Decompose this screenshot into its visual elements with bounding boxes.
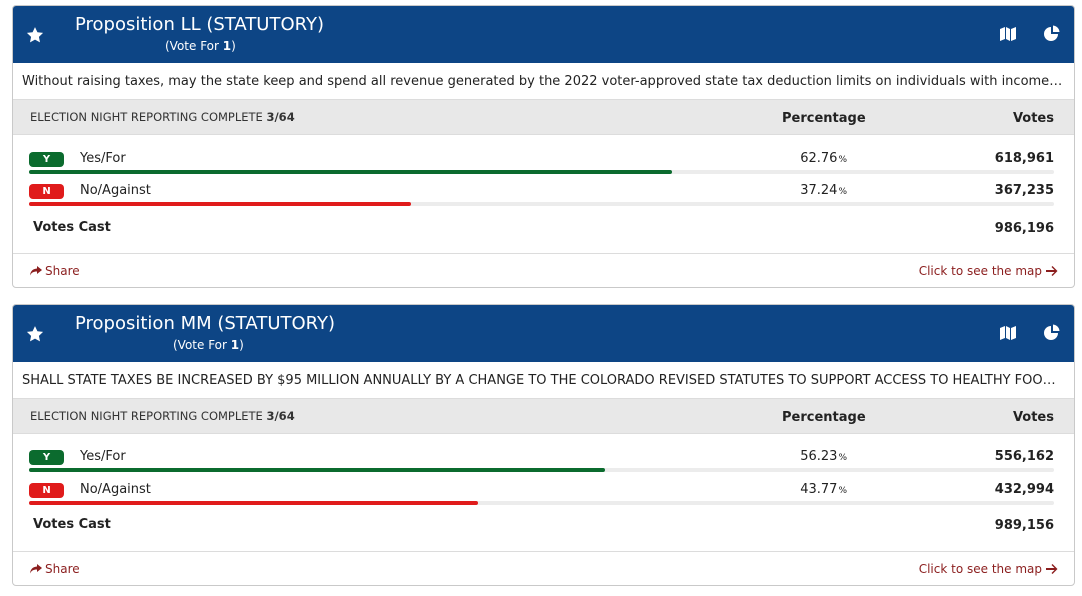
pie-chart-icon[interactable] [1043,25,1061,43]
vote-for-note: (Vote For 1) [173,338,244,352]
choice-row-yes: Y Yes/For 56.23% 556,162 [13,446,1074,478]
choice-row-yes: Y Yes/For 62.76% 618,961 [13,148,1074,180]
no-badge: N [29,184,64,199]
choice-percentage: 56.23% [800,449,847,464]
votes-cast-value: 989,156 [994,518,1054,533]
choice-votes: 556,162 [994,449,1054,464]
choice-label: No/Against [80,183,151,198]
race-description: SHALL STATE TAXES BE INCREASED BY $95 MI… [22,373,1064,388]
percentage-column-header: Percentage [782,410,866,425]
choice-label: Yes/For [80,449,126,464]
result-bar-fill [29,501,478,505]
race-title: Proposition LL (STATUTORY) [75,14,325,35]
share-link[interactable]: Share [30,264,80,278]
reporting-status: ELECTION NIGHT REPORTING COMPLETE 3/64 [30,110,295,124]
votes-column-header: Votes [1012,111,1054,126]
choice-percentage: 37.24% [800,183,847,198]
percentage-column-header: Percentage [782,111,866,126]
vote-for-note: (Vote For 1) [165,39,236,53]
result-bar-track [29,170,1054,174]
yes-badge: Y [29,450,64,465]
map-icon[interactable] [999,26,1017,42]
choice-percentage: 43.77% [800,482,847,497]
choice-votes: 432,994 [994,482,1054,497]
no-badge: N [29,483,64,498]
see-map-link[interactable]: Click to see the map [919,264,1058,278]
reporting-bar: ELECTION NIGHT REPORTING COMPLETE 3/64 P… [13,398,1074,434]
race-title: Proposition MM (STATUTORY) [75,313,336,334]
result-bar-fill [29,202,411,206]
star-icon[interactable] [25,324,45,344]
choice-row-no: N No/Against 43.77% 432,994 [13,479,1074,511]
votes-cast-value: 986,196 [994,221,1054,236]
arrow-right-icon [1046,564,1058,574]
votes-column-header: Votes [1012,410,1054,425]
race-footer: Share Click to see the map [13,253,1074,287]
choice-percentage: 62.76% [800,151,847,166]
race-card-proposition-ll: Proposition LL (STATUTORY) (Vote For 1) … [12,5,1075,288]
reporting-bar: ELECTION NIGHT REPORTING COMPLETE 3/64 P… [13,99,1074,135]
choice-label: Yes/For [80,151,126,166]
arrow-right-icon [1046,266,1058,276]
result-bar-track [29,468,1054,472]
choice-row-no: N No/Against 37.24% 367,235 [13,180,1074,212]
see-map-link[interactable]: Click to see the map [919,562,1058,576]
choice-label: No/Against [80,482,151,497]
star-icon[interactable] [25,25,45,45]
choice-votes: 367,235 [994,183,1054,198]
race-card-proposition-mm: Proposition MM (STATUTORY) (Vote For 1) … [12,304,1075,586]
pie-chart-icon[interactable] [1043,324,1061,342]
reporting-status: ELECTION NIGHT REPORTING COMPLETE 3/64 [30,409,295,423]
votes-cast-label: Votes Cast [33,517,111,532]
result-bar-track [29,202,1054,206]
votes-cast-label: Votes Cast [33,220,111,235]
choice-votes: 618,961 [994,151,1054,166]
map-icon[interactable] [999,325,1017,341]
share-icon [30,266,42,276]
race-header: Proposition MM (STATUTORY) (Vote For 1) [13,305,1074,362]
yes-badge: Y [29,152,64,167]
share-link[interactable]: Share [30,562,80,576]
race-header: Proposition LL (STATUTORY) (Vote For 1) [13,6,1074,63]
race-footer: Share Click to see the map [13,551,1074,585]
result-bar-track [29,501,1054,505]
result-bar-fill [29,468,606,472]
share-icon [30,564,42,574]
race-description: Without raising taxes, may the state kee… [22,74,1064,89]
result-bar-fill [29,170,673,174]
